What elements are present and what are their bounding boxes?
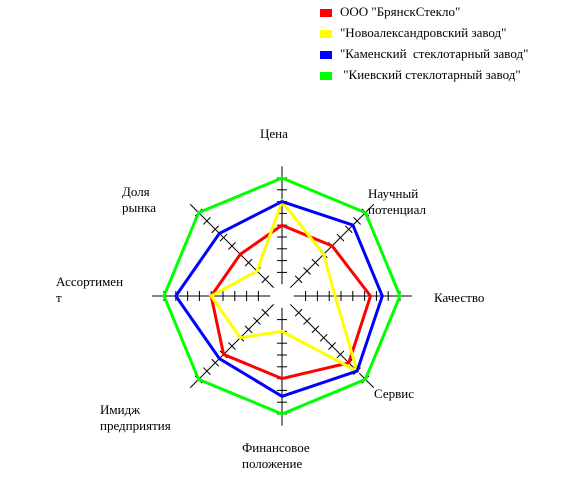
axis-tick (244, 325, 253, 334)
series-polygon-1 (209, 198, 360, 375)
axis-tick (261, 275, 270, 284)
legend-swatch (320, 72, 332, 80)
axis-tick (211, 358, 220, 367)
axis-tick (261, 308, 270, 317)
series-polygon-2 (173, 199, 384, 398)
axis-label: Цена (260, 126, 288, 141)
axis-tick (344, 225, 353, 234)
legend-item-kamensky: "Каменский стеклотарный завод" (320, 46, 528, 67)
axis-tick (353, 217, 361, 225)
axis-tick (336, 233, 345, 242)
legend-label: ООО "БрянскСтекло" (340, 4, 461, 19)
axis-label: Научный потенциал (368, 186, 426, 217)
axis-tick (219, 233, 228, 242)
legend-swatch (320, 9, 332, 17)
legend-swatch (320, 51, 332, 59)
axis-tick (228, 242, 236, 250)
axis-label: Качество (434, 290, 485, 305)
legend-label: "Киевский стеклотарный завод" (340, 67, 521, 82)
legend-label: "Новоалександровский завод" (340, 25, 507, 40)
axis-label: Ассортимен т (56, 274, 124, 305)
axis-tick (294, 275, 303, 284)
axis-label: Финансовое положение (242, 440, 310, 471)
axis-tick (253, 317, 261, 325)
legend-label: "Каменский стеклотарный завод" (340, 46, 529, 61)
axis-tick (319, 333, 328, 342)
axis-label: Доля рынка (122, 184, 157, 215)
axis-tick (311, 325, 320, 334)
legend-item-novoaleksandrovsky: "Новоалександровский завод" (320, 25, 506, 46)
axis-tick (294, 308, 303, 317)
series-polygon-0 (209, 223, 373, 381)
legend-item-kievsky: "Киевский стеклотарный завод" (320, 67, 521, 88)
axis-label: Сервис (374, 386, 414, 401)
axis-tick (311, 258, 320, 267)
axis-tick (303, 267, 311, 275)
axis-tick (244, 258, 253, 267)
axis-tick (336, 350, 345, 359)
axis-tick (203, 217, 211, 225)
legend-item-bryansksteklo: ООО "БрянскСтекло" (320, 4, 460, 25)
series-polygon-3 (162, 176, 402, 416)
axis-tick (303, 317, 311, 325)
axis-tick (228, 342, 236, 350)
legend-swatch (320, 30, 332, 38)
legend: ООО "БрянскСтекло" "Новоалександровский … (320, 4, 528, 88)
axis-tick (211, 225, 220, 234)
axis-tick (203, 367, 211, 375)
axis-tick (328, 342, 336, 350)
axis-label: Имидж предприятия (100, 402, 171, 433)
